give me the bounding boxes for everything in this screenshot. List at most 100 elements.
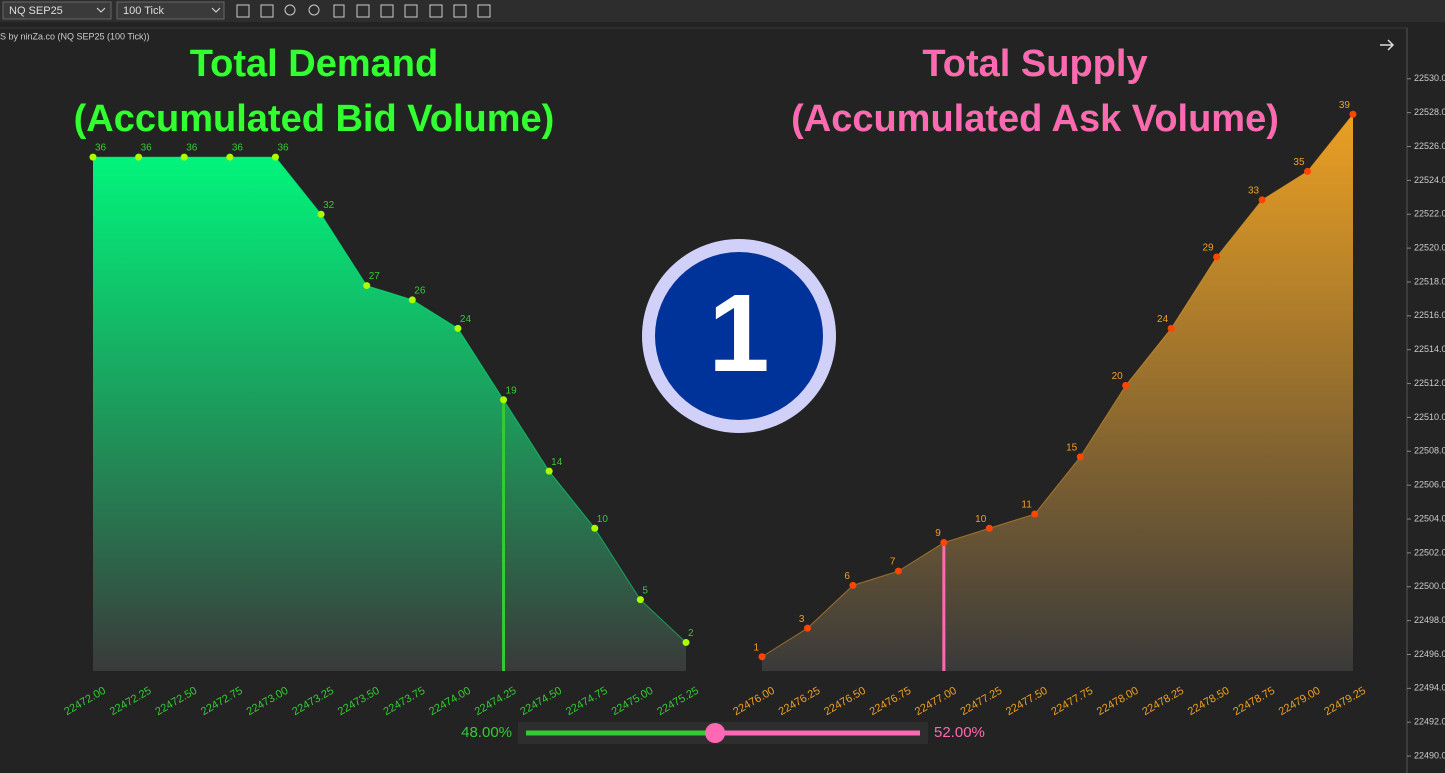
data-label: 36 <box>277 143 289 154</box>
data-point <box>1076 453 1084 461</box>
price-tick-label: 22496.00 <box>1414 649 1445 659</box>
data-point <box>591 524 599 532</box>
data-label: 36 <box>141 143 153 154</box>
data-point <box>758 653 766 661</box>
data-label: 27 <box>369 271 381 282</box>
data-label: 24 <box>460 314 472 325</box>
data-label: 7 <box>890 557 896 568</box>
price-tick-label: 22522.00 <box>1414 209 1445 219</box>
slider-knob <box>705 723 726 743</box>
data-point <box>1258 196 1266 204</box>
data-label: 9 <box>935 528 941 539</box>
price-tick-label: 22512.00 <box>1414 378 1445 388</box>
price-tick-label: 22494.00 <box>1414 683 1445 693</box>
interval-text: 100 Tick <box>123 5 164 17</box>
tool-icon[interactable] <box>356 4 370 18</box>
toolbar-icons <box>236 4 491 18</box>
data-point <box>180 153 188 161</box>
data-point <box>454 324 462 332</box>
data-point <box>940 539 948 547</box>
price-tick-label: 22510.00 <box>1414 412 1445 422</box>
data-label: 3 <box>799 614 805 625</box>
data-label: 6 <box>844 571 850 582</box>
dropdown-arrow <box>211 7 221 13</box>
data-point <box>135 153 143 161</box>
price-tick-label: 22526.00 <box>1414 141 1445 151</box>
price-tick-label: 22504.00 <box>1414 513 1445 523</box>
tool-icon[interactable] <box>477 4 491 18</box>
chart-subtitle: (Accumulated Ask Volume) <box>791 98 1279 140</box>
data-label: 20 <box>1112 371 1124 382</box>
indicator-label: S by ninZa.co (NQ SEP25 (100 Tick)) <box>0 31 150 41</box>
data-label: 35 <box>1293 157 1305 168</box>
badge-fill <box>655 252 823 420</box>
data-label: 24 <box>1157 314 1169 325</box>
data-label: 14 <box>551 457 563 468</box>
chart-title: Total Demand <box>190 43 438 85</box>
data-label: 2 <box>688 628 694 639</box>
data-label: 33 <box>1248 186 1260 197</box>
data-point <box>1213 253 1221 261</box>
data-label: 29 <box>1202 243 1214 254</box>
instrument-text: NQ SEP25 <box>9 5 63 17</box>
arrow-button[interactable] <box>1380 39 1395 51</box>
data-point <box>1122 382 1130 389</box>
price-tick-label: 22492.00 <box>1414 717 1445 727</box>
dropdown-arrow <box>96 7 106 13</box>
data-point <box>1304 167 1312 175</box>
tool-icon[interactable] <box>308 4 320 16</box>
data-point <box>363 282 371 290</box>
data-label: 1 <box>753 642 759 653</box>
data-point <box>803 624 811 632</box>
tool-icon[interactable] <box>453 4 467 18</box>
data-point <box>1167 324 1175 332</box>
price-tick-label: 22502.00 <box>1414 547 1445 557</box>
data-point <box>849 581 857 589</box>
data-label: 36 <box>232 143 244 154</box>
price-tick-label: 22524.00 <box>1414 175 1445 185</box>
data-label: 10 <box>975 514 987 525</box>
bid-percent: 48.00% <box>461 724 512 741</box>
price-tick-label: 22520.00 <box>1414 242 1445 252</box>
price-tick-label: 22498.00 <box>1414 615 1445 625</box>
tool-icon[interactable] <box>284 4 296 16</box>
data-point <box>545 467 553 475</box>
area-fill <box>93 157 686 672</box>
price-tick-label: 22528.00 <box>1414 107 1445 117</box>
data-point <box>1031 510 1039 518</box>
data-point <box>271 153 279 161</box>
tool-icon[interactable] <box>236 4 250 18</box>
data-label: 5 <box>642 585 648 596</box>
tool-icon[interactable] <box>260 4 274 18</box>
data-point <box>500 396 508 404</box>
data-point <box>682 638 690 646</box>
price-tick-label: 22506.00 <box>1414 480 1445 490</box>
data-point <box>636 596 644 604</box>
price-tick-label: 22500.00 <box>1414 581 1445 591</box>
data-label: 39 <box>1339 100 1351 111</box>
data-point <box>894 567 902 575</box>
instrument-select[interactable] <box>2 1 112 20</box>
data-label: 32 <box>323 200 335 211</box>
area-line <box>93 156 687 643</box>
data-label: 36 <box>95 143 107 154</box>
data-label: 36 <box>186 143 198 154</box>
chart-subtitle: (Accumulated Bid Volume) <box>74 98 555 140</box>
area-fill <box>762 114 1353 671</box>
price-tick-label: 22516.00 <box>1414 310 1445 320</box>
price-tick-label: 22490.00 <box>1414 750 1445 760</box>
tool-icon[interactable] <box>380 4 394 18</box>
interval-select[interactable] <box>116 1 225 20</box>
chart-title: Total Supply <box>922 43 1147 85</box>
data-label: 10 <box>597 514 609 525</box>
tool-icon[interactable] <box>404 4 418 18</box>
data-label: 15 <box>1066 443 1078 454</box>
area-line <box>761 113 1354 658</box>
ask-percent: 52.00% <box>934 724 985 741</box>
data-point <box>1349 110 1357 118</box>
data-label: 19 <box>506 385 518 396</box>
tool-icon[interactable] <box>429 4 443 18</box>
tool-icon[interactable] <box>333 4 345 18</box>
price-tick-label: 22508.00 <box>1414 446 1445 456</box>
